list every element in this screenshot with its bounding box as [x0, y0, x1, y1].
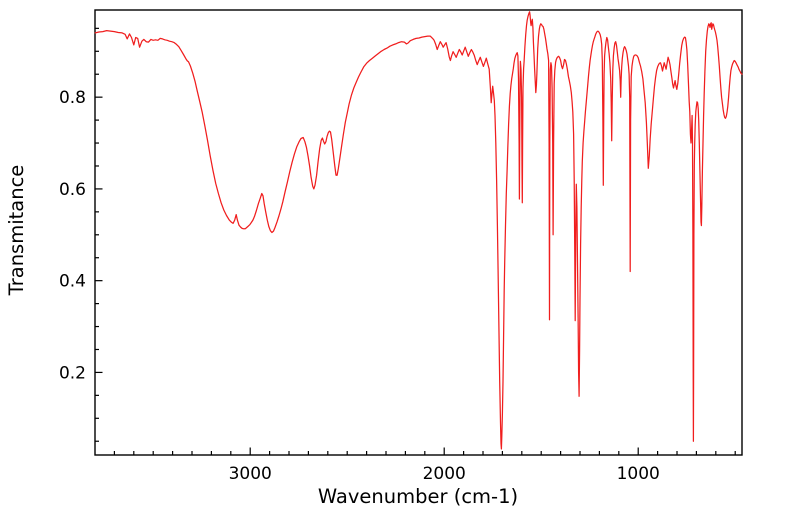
y-axis-tick-labels: 0.2 0.4 0.6 0.8	[59, 88, 86, 383]
y-tick-label: 0.2	[59, 363, 86, 383]
spectrum-line	[94, 11, 743, 450]
x-tick-label: 3000	[229, 464, 272, 484]
x-axis-ticks	[113, 447, 736, 455]
y-tick-label: 0.6	[59, 180, 86, 200]
y-tick-label: 0.8	[59, 88, 86, 108]
y-tick-label: 0.4	[59, 272, 86, 292]
x-axis-tick-labels: 3000 2000 1000	[229, 464, 660, 484]
x-axis-label: Wavenumber (cm-1)	[318, 485, 518, 508]
x-tick-label: 1000	[617, 464, 660, 484]
y-axis-ticks	[95, 27, 103, 442]
plot-frame	[94, 9, 743, 456]
y-axis-label: Transmitance	[5, 165, 28, 297]
x-tick-label: 2000	[423, 464, 466, 484]
